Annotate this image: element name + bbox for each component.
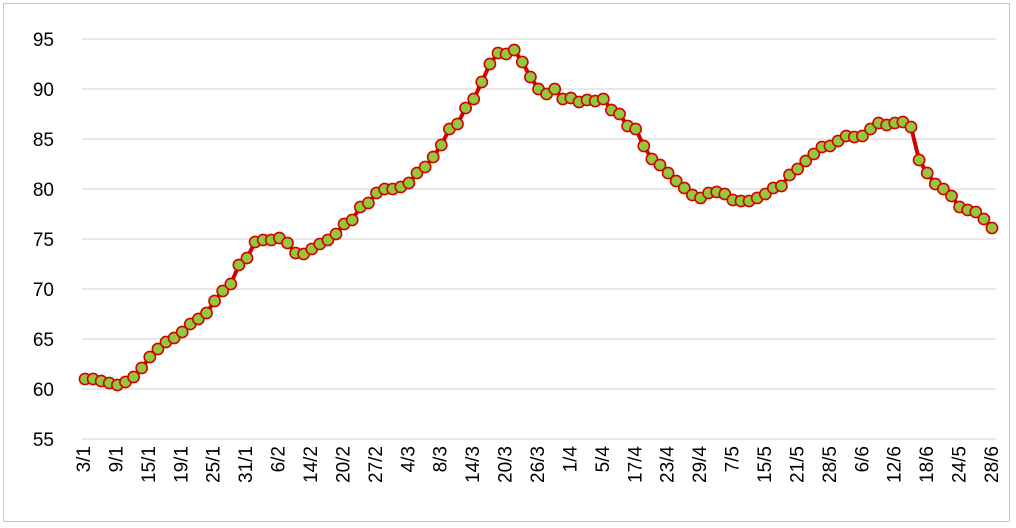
data-point	[240, 251, 254, 265]
x-tick-label: 31/1	[236, 446, 257, 483]
x-tick-label: 9/1	[106, 446, 127, 472]
series-markers	[78, 43, 999, 392]
data-point	[807, 147, 821, 161]
data-point	[467, 92, 481, 106]
data-point	[985, 221, 999, 235]
data-point	[232, 258, 246, 272]
x-tick-label: 1/4	[560, 446, 581, 473]
data-point	[661, 166, 675, 180]
data-point	[791, 162, 804, 176]
data-point	[208, 294, 221, 308]
x-tick-label: 21/5	[787, 446, 808, 483]
y-tick-label: 65	[33, 330, 54, 351]
data-point	[475, 75, 489, 89]
data-point	[224, 277, 238, 291]
data-point	[669, 174, 683, 188]
y-tick-label: 70	[33, 280, 54, 301]
x-tick-label: 15/5	[755, 446, 776, 483]
data-point	[920, 166, 934, 180]
x-tick-label: 20/2	[333, 446, 354, 483]
data-point	[402, 176, 416, 190]
data-point	[856, 129, 869, 143]
data-point	[969, 205, 983, 219]
x-tick-label: 4/3	[398, 446, 419, 472]
data-point	[653, 158, 667, 172]
x-tick-label: 6/6	[852, 446, 873, 472]
x-tick-label: 29/4	[690, 446, 711, 483]
data-point	[281, 236, 294, 250]
x-tick-label: 19/1	[171, 446, 192, 483]
x-tick-label: 17/4	[625, 446, 646, 483]
data-point	[775, 179, 788, 193]
x-axis-tick-labels: 3/1 9/1 15/1 19/1 25/1 31/1 6/2 14/2 20/2 27/2 4/3…	[74, 446, 1003, 483]
series-line	[85, 48, 994, 387]
data-point	[977, 212, 991, 226]
x-tick-label: 12/6	[885, 446, 906, 483]
data-point	[151, 342, 165, 356]
data-point	[216, 284, 230, 298]
data-point	[329, 227, 343, 241]
data-point	[515, 55, 529, 69]
data-point	[434, 138, 448, 152]
x-tick-label: 6/2	[269, 446, 290, 472]
x-tick-label: 7/5	[723, 446, 744, 472]
data-point	[677, 181, 691, 195]
y-tick-label: 90	[33, 80, 54, 101]
x-tick-label: 20/3	[496, 446, 517, 483]
data-point	[127, 370, 140, 384]
x-tick-label: 15/1	[139, 446, 160, 483]
x-tick-label: 25/1	[204, 446, 225, 483]
data-point	[175, 325, 189, 339]
data-point	[135, 361, 149, 375]
data-point	[507, 43, 521, 57]
data-point	[912, 153, 926, 167]
x-tick-label: 8/3	[431, 446, 452, 472]
y-tick-label: 55	[33, 430, 54, 451]
data-point	[945, 189, 958, 203]
x-tick-label: 24/5	[950, 446, 971, 483]
data-point	[418, 160, 432, 174]
data-point	[596, 92, 610, 106]
gridlines	[82, 38, 996, 440]
x-tick-label: 28/6	[982, 446, 1003, 483]
y-axis-tick-labels: 55 60 65 70 75 80 85 90 95	[33, 30, 54, 451]
x-tick-label: 5/4	[593, 446, 614, 473]
data-point	[799, 154, 813, 168]
data-point	[459, 101, 472, 115]
y-tick-label: 85	[33, 130, 54, 151]
data-point	[451, 117, 464, 131]
y-tick-label: 60	[33, 380, 54, 401]
x-tick-label: 14/2	[301, 446, 322, 483]
x-tick-label: 18/6	[917, 446, 938, 483]
data-point	[629, 122, 643, 136]
x-tick-label: 23/4	[658, 446, 679, 483]
data-point	[345, 213, 359, 227]
x-tick-label: 26/3	[528, 446, 549, 483]
data-point	[361, 196, 375, 210]
x-tick-label: 27/2	[366, 446, 387, 483]
data-point	[613, 107, 626, 121]
x-tick-label: 14/3	[463, 446, 484, 483]
data-point	[143, 350, 157, 364]
data-point	[904, 120, 918, 134]
y-tick-label: 80	[33, 180, 54, 201]
x-tick-label: 3/1	[74, 446, 95, 472]
y-tick-label: 75	[33, 230, 54, 251]
data-point	[637, 139, 651, 153]
data-point	[200, 306, 213, 320]
data-point	[548, 82, 562, 96]
data-point	[937, 182, 950, 196]
x-tick-label: 28/5	[820, 446, 841, 483]
data-point	[426, 150, 440, 164]
data-point	[524, 70, 537, 84]
data-point	[483, 57, 497, 71]
y-tick-label: 95	[33, 30, 54, 51]
